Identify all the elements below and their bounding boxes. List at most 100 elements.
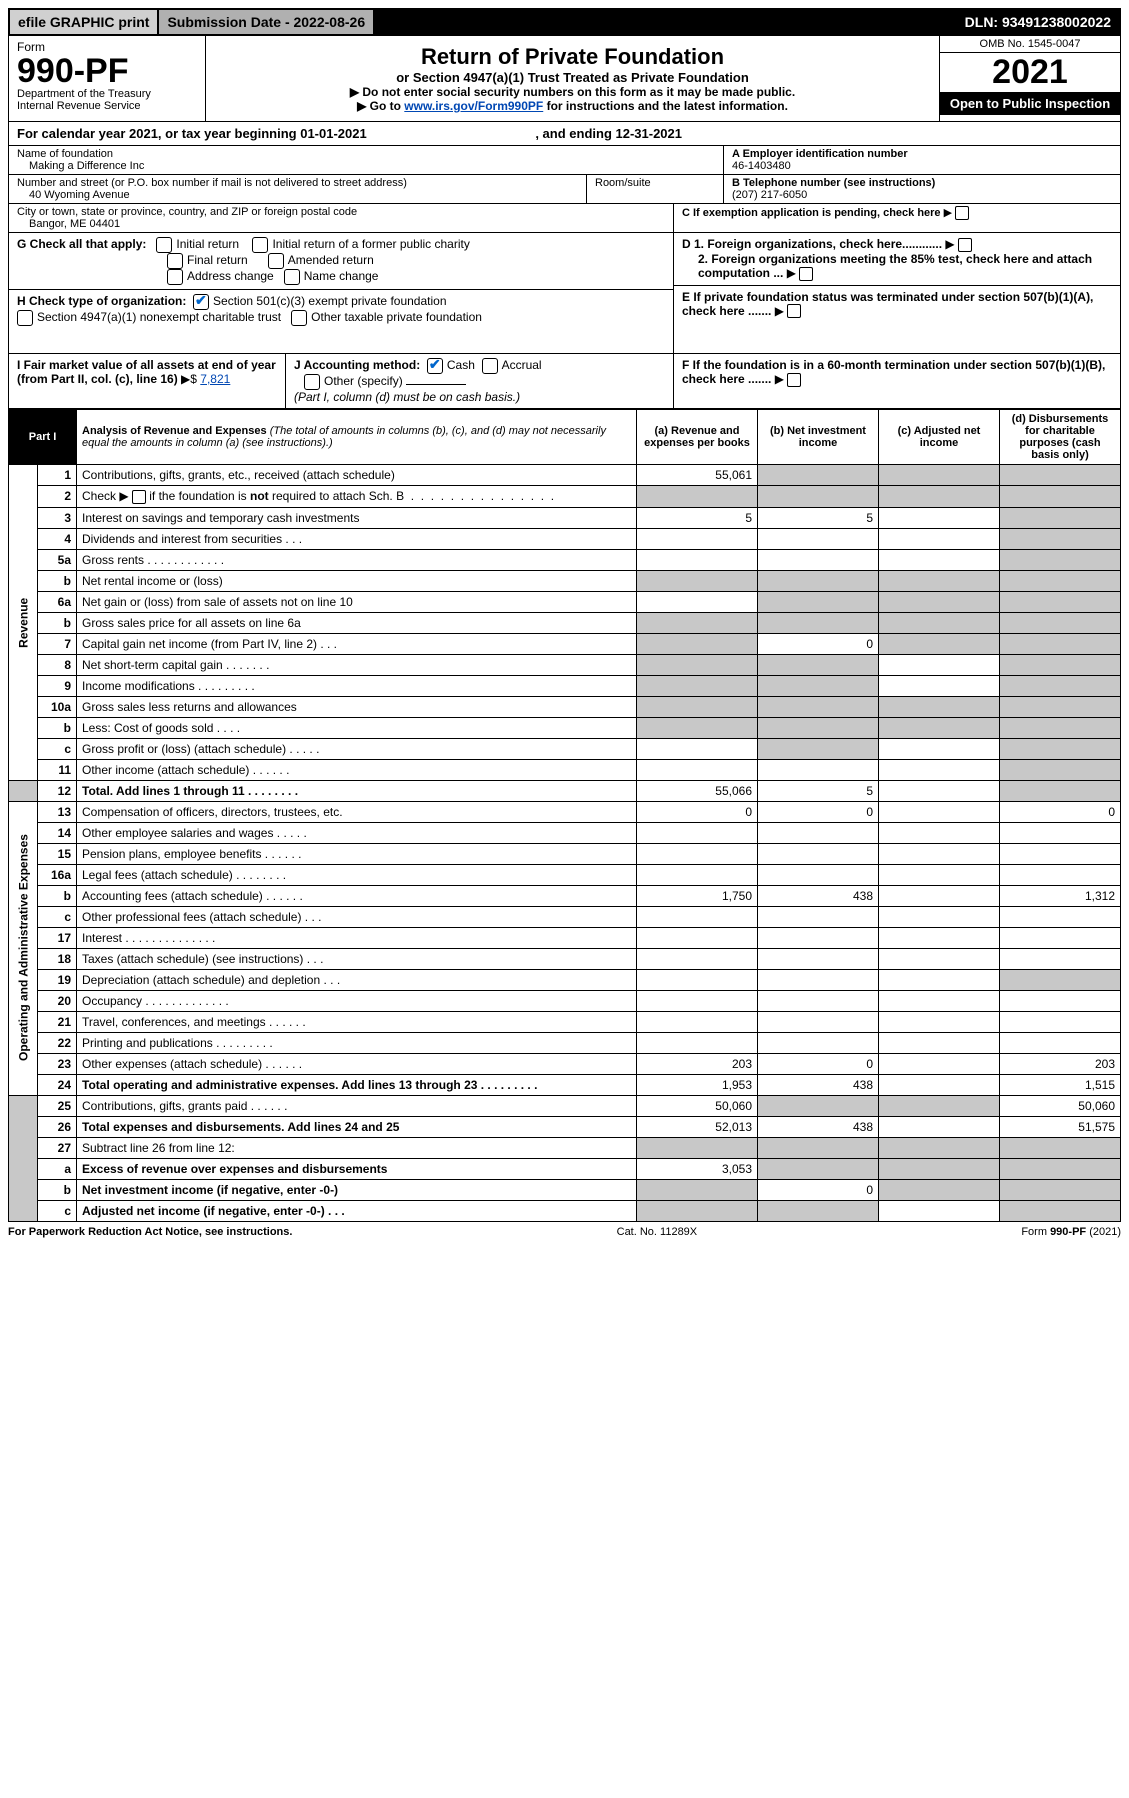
r8-b bbox=[758, 654, 879, 675]
r8-d bbox=[1000, 654, 1121, 675]
r25-n: 25 bbox=[38, 1095, 77, 1116]
r11-b bbox=[758, 759, 879, 780]
r2-ck[interactable] bbox=[132, 490, 146, 504]
r25-c bbox=[879, 1095, 1000, 1116]
j-other: Other (specify) bbox=[324, 374, 403, 388]
h-o2: Section 4947(a)(1) nonexempt charitable … bbox=[37, 310, 281, 324]
col-b: (b) Net investment income bbox=[758, 410, 879, 465]
c-box: C If exemption application is pending, c… bbox=[673, 204, 1120, 232]
r6a-n: 6a bbox=[38, 591, 77, 612]
hdr-mid: Return of Private Foundation or Section … bbox=[206, 36, 939, 121]
part1-lbl: Part I bbox=[9, 410, 77, 465]
g-amend-ck[interactable] bbox=[268, 253, 284, 269]
name-row: Name of foundation Making a Difference I… bbox=[8, 146, 1121, 175]
r27-d bbox=[1000, 1137, 1121, 1158]
r26-n: 26 bbox=[38, 1116, 77, 1137]
r5b-n: b bbox=[38, 570, 77, 591]
g-addr-ck[interactable] bbox=[167, 269, 183, 285]
r7-d bbox=[1000, 633, 1121, 654]
r16b-d: 1,312 bbox=[1000, 885, 1121, 906]
g-name-ck[interactable] bbox=[284, 269, 300, 285]
r16c-c bbox=[879, 906, 1000, 927]
r11-d bbox=[1000, 759, 1121, 780]
r5a-t: Gross rents . . . . . . . . . . . . bbox=[77, 549, 637, 570]
r6b-c bbox=[879, 612, 1000, 633]
c-check[interactable] bbox=[955, 206, 969, 220]
r27-a bbox=[637, 1137, 758, 1158]
r27-b bbox=[758, 1137, 879, 1158]
r24-t: Total operating and administrative expen… bbox=[77, 1074, 637, 1095]
r4-n: 4 bbox=[38, 528, 77, 549]
g-o2: Final return bbox=[187, 253, 248, 267]
ein: 46-1403480 bbox=[732, 160, 1112, 172]
g-o5: Amended return bbox=[288, 253, 374, 267]
city-lbl: City or town, state or province, country… bbox=[17, 206, 665, 218]
e-ck[interactable] bbox=[787, 304, 801, 318]
r7-n: 7 bbox=[38, 633, 77, 654]
g-former-ck[interactable] bbox=[252, 237, 268, 253]
form-link[interactable]: www.irs.gov/Form990PF bbox=[404, 99, 543, 113]
c-pend: C If exemption application is pending, c… bbox=[682, 207, 941, 219]
r15-c bbox=[879, 843, 1000, 864]
r10b-b bbox=[758, 717, 879, 738]
r27b-d bbox=[1000, 1179, 1121, 1200]
r1-c bbox=[879, 465, 1000, 486]
col-c: (c) Adjusted net income bbox=[879, 410, 1000, 465]
g-final-ck[interactable] bbox=[167, 253, 183, 269]
col-d: (d) Disbursements for charitable purpose… bbox=[1000, 410, 1121, 465]
d1-ck[interactable] bbox=[958, 238, 972, 252]
h-other-ck[interactable] bbox=[291, 310, 307, 326]
footer-form: Form 990-PF (2021) bbox=[1021, 1226, 1121, 1238]
j-accrual-ck[interactable] bbox=[482, 358, 498, 374]
cal-end: , and ending 12-31-2021 bbox=[535, 126, 682, 141]
r19-b bbox=[758, 969, 879, 990]
h-o1: Section 501(c)(3) exempt private foundat… bbox=[213, 294, 446, 308]
addr-left: Number and street (or P.O. box number if… bbox=[9, 175, 586, 203]
r10c-n: c bbox=[38, 738, 77, 759]
r10a-b bbox=[758, 696, 879, 717]
r3-d bbox=[1000, 507, 1121, 528]
r24-a: 1,953 bbox=[637, 1074, 758, 1095]
r16a-a bbox=[637, 864, 758, 885]
r10c-a bbox=[637, 738, 758, 759]
r22-c bbox=[879, 1032, 1000, 1053]
h-4947-ck[interactable] bbox=[17, 310, 33, 326]
footer: For Paperwork Reduction Act Notice, see … bbox=[8, 1222, 1121, 1242]
r10b-t: Less: Cost of goods sold . . . . bbox=[77, 717, 637, 738]
ij-row: I Fair market value of all assets at end… bbox=[8, 354, 1121, 409]
instr3: for instructions and the latest informat… bbox=[543, 99, 788, 113]
r15-d bbox=[1000, 843, 1121, 864]
r12-n: 12 bbox=[38, 780, 77, 801]
r21-c bbox=[879, 1011, 1000, 1032]
r27a-b bbox=[758, 1158, 879, 1179]
r11-n: 11 bbox=[38, 759, 77, 780]
r27-n: 27 bbox=[38, 1137, 77, 1158]
d2-ck[interactable] bbox=[799, 267, 813, 281]
r27b-t: Net investment income (if negative, ente… bbox=[77, 1179, 637, 1200]
r18-d bbox=[1000, 948, 1121, 969]
col-a: (a) Revenue and expenses per books bbox=[637, 410, 758, 465]
r8-n: 8 bbox=[38, 654, 77, 675]
r27-c bbox=[879, 1137, 1000, 1158]
open-public: Open to Public Inspection bbox=[940, 92, 1120, 115]
r14-t: Other employee salaries and wages . . . … bbox=[77, 822, 637, 843]
r21-b bbox=[758, 1011, 879, 1032]
h-501c3-ck[interactable] bbox=[193, 294, 209, 310]
j-cash-ck[interactable] bbox=[427, 358, 443, 374]
g-o3: Address change bbox=[187, 269, 274, 283]
r2-a bbox=[637, 486, 758, 508]
f-ck[interactable] bbox=[787, 373, 801, 387]
r5b-c bbox=[879, 570, 1000, 591]
r18-b bbox=[758, 948, 879, 969]
j-other-ck[interactable] bbox=[304, 374, 320, 390]
i-val[interactable]: 7,821 bbox=[200, 372, 230, 386]
r16c-d bbox=[1000, 906, 1121, 927]
g-initial-ck[interactable] bbox=[156, 237, 172, 253]
form-title: Return of Private Foundation bbox=[214, 44, 931, 70]
r27a-d bbox=[1000, 1158, 1121, 1179]
dept: Department of the Treasury bbox=[17, 88, 197, 100]
tel-lbl: B Telephone number (see instructions) bbox=[732, 177, 1112, 189]
r5a-a bbox=[637, 549, 758, 570]
r21-n: 21 bbox=[38, 1011, 77, 1032]
gd-row: G Check all that apply: Initial return I… bbox=[8, 233, 1121, 354]
